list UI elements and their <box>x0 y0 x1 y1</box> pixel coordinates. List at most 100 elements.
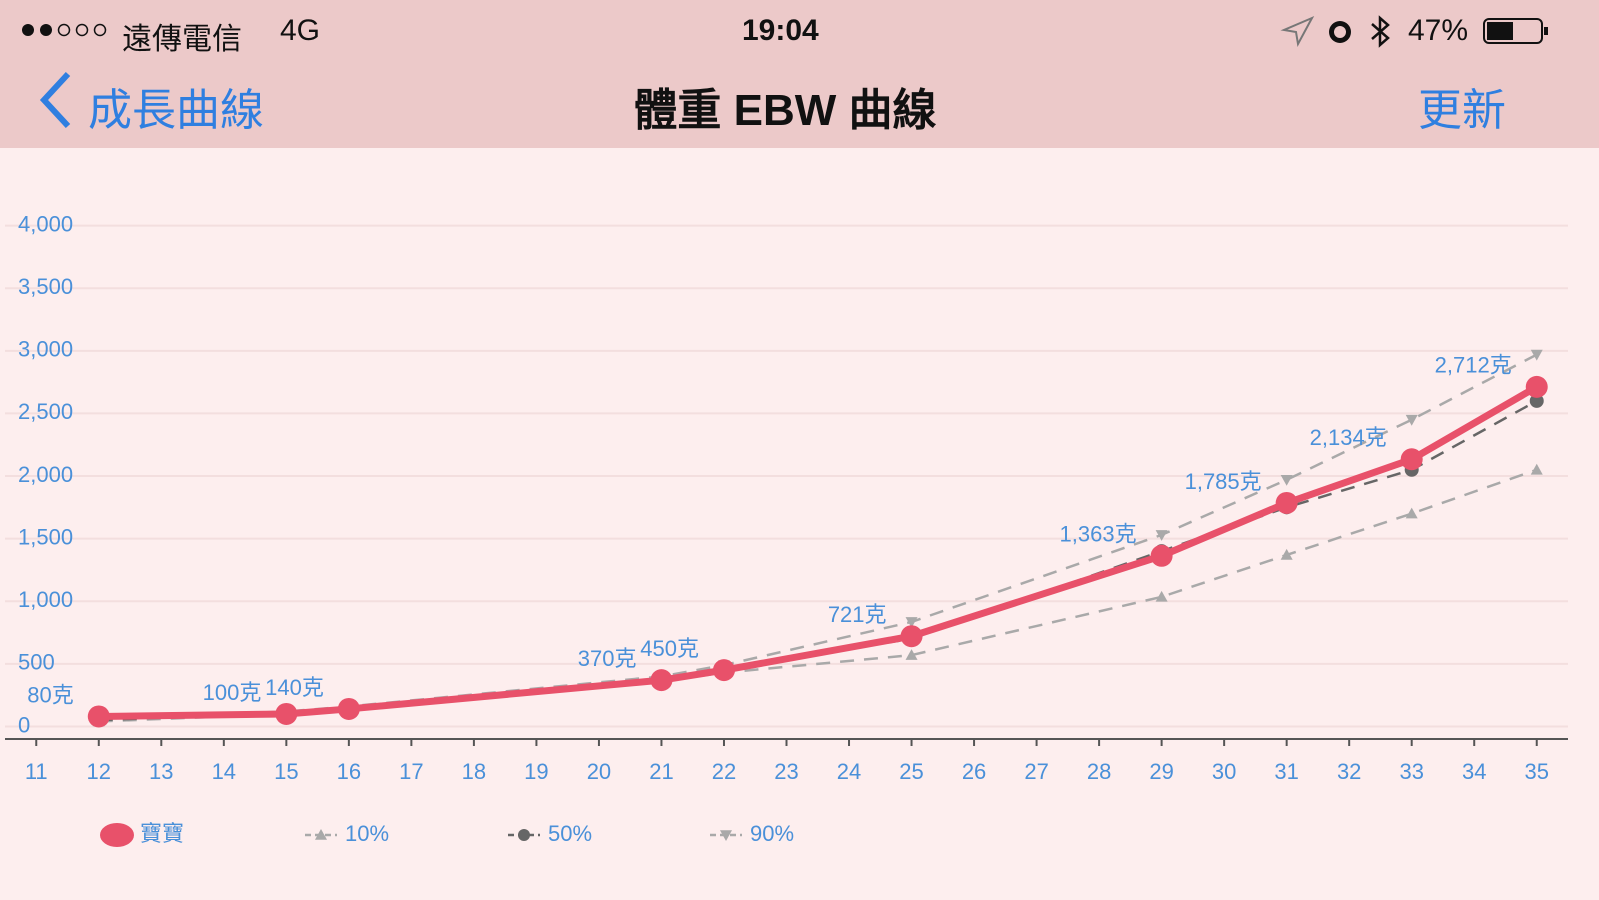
network: 4G <box>280 14 321 47</box>
x-tick-label: 33 <box>1399 759 1423 784</box>
point <box>279 705 294 720</box>
x-tick-label: 16 <box>337 759 361 784</box>
x-tick-label: 15 <box>274 759 298 784</box>
back-button[interactable]: 成長曲線 <box>88 86 264 135</box>
y-tick-label: 4,000 <box>18 211 73 236</box>
point <box>1154 544 1169 559</box>
percentile-line <box>98 399 1538 722</box>
point <box>1529 393 1544 408</box>
legend-label: 10% <box>345 821 389 846</box>
x-tick-label: 22 <box>712 759 736 784</box>
y-tick-label: 3,500 <box>18 274 73 299</box>
baby-line <box>98 383 1539 720</box>
point <box>717 660 730 672</box>
point <box>280 707 293 719</box>
point <box>1155 530 1168 541</box>
clock: 19:04 <box>742 14 819 47</box>
point <box>900 625 923 648</box>
nav-title: 體重 EBW 曲線 <box>633 86 937 135</box>
x-tick-label: 20 <box>587 759 611 784</box>
legend-marker <box>518 829 530 841</box>
point <box>1525 375 1548 398</box>
point <box>341 700 356 715</box>
x-tick-label: 26 <box>962 759 986 784</box>
y-tick-label: 2,000 <box>18 462 73 487</box>
point <box>905 617 918 628</box>
y-tick-label: 3,000 <box>18 337 73 362</box>
data-label: 370克 <box>578 646 637 671</box>
point <box>1155 590 1168 602</box>
legend-swatch <box>100 823 134 847</box>
point <box>92 714 105 725</box>
data-label: 2,712克 <box>1435 353 1512 378</box>
point <box>342 701 355 713</box>
point <box>91 713 106 728</box>
y-tick-label: 1,000 <box>18 587 73 612</box>
point <box>1400 448 1423 471</box>
refresh-button[interactable]: 更新 <box>1418 86 1506 135</box>
status-icons <box>1280 15 1390 48</box>
x-tick-label: 35 <box>1524 759 1548 784</box>
nav-bar: 成長曲線 體重 EBW 曲線 更新 <box>0 62 1599 148</box>
point <box>905 649 918 660</box>
y-tick-label: 0 <box>18 712 30 737</box>
legend-label: 50% <box>548 821 592 846</box>
point <box>1530 463 1543 475</box>
point <box>280 706 293 718</box>
point <box>1150 544 1173 567</box>
x-tick-label: 14 <box>212 759 236 784</box>
point <box>655 675 668 687</box>
legend-label: 寶寶 <box>140 821 184 846</box>
data-label: 100克 <box>203 680 262 705</box>
point <box>717 666 730 678</box>
legend-label: 90% <box>750 821 794 846</box>
point <box>1530 349 1543 361</box>
point <box>1405 507 1418 519</box>
x-tick-label: 19 <box>524 759 548 784</box>
percentile-line <box>98 353 1538 721</box>
data-label: 1,785克 <box>1185 469 1262 494</box>
y-tick-label: 2,500 <box>18 399 73 424</box>
back-chevron[interactable] <box>36 70 76 130</box>
x-tick-label: 11 <box>25 759 48 784</box>
point <box>1279 500 1294 515</box>
point <box>655 671 668 683</box>
x-tick-label: 12 <box>87 759 111 784</box>
x-tick-label: 31 <box>1274 759 1298 784</box>
point <box>716 660 731 675</box>
x-tick-label: 29 <box>1149 759 1173 784</box>
data-label: 1,363克 <box>1060 522 1137 547</box>
y-tick-label: 1,500 <box>18 524 73 549</box>
point <box>904 631 919 646</box>
x-tick-label: 21 <box>649 759 673 784</box>
point <box>337 697 360 720</box>
x-tick-label: 24 <box>837 759 861 784</box>
point <box>342 702 355 714</box>
point <box>1275 491 1298 514</box>
x-tick-label: 25 <box>899 759 923 784</box>
point <box>654 671 669 686</box>
battery-icon <box>1483 18 1548 44</box>
x-tick-label: 18 <box>462 759 486 784</box>
point <box>275 702 298 725</box>
y-tick-label: 500 <box>18 650 55 675</box>
percentile-line <box>98 468 1538 723</box>
data-label: 80克 <box>27 682 73 707</box>
point <box>1280 548 1293 560</box>
data-label: 450克 <box>640 636 699 661</box>
data-label: 2,134克 <box>1310 425 1387 450</box>
point <box>712 659 735 682</box>
data-label: 140克 <box>265 675 324 700</box>
x-tick-label: 34 <box>1462 759 1486 784</box>
legend-marker <box>315 829 327 840</box>
point <box>1280 475 1293 486</box>
x-tick-label: 13 <box>149 759 173 784</box>
point <box>1405 414 1418 426</box>
x-tick-label: 27 <box>1024 759 1048 784</box>
x-tick-label: 30 <box>1212 759 1236 784</box>
signal-icon <box>22 23 107 37</box>
legend-marker <box>720 830 732 841</box>
point <box>650 669 673 692</box>
x-tick-label: 28 <box>1087 759 1111 784</box>
